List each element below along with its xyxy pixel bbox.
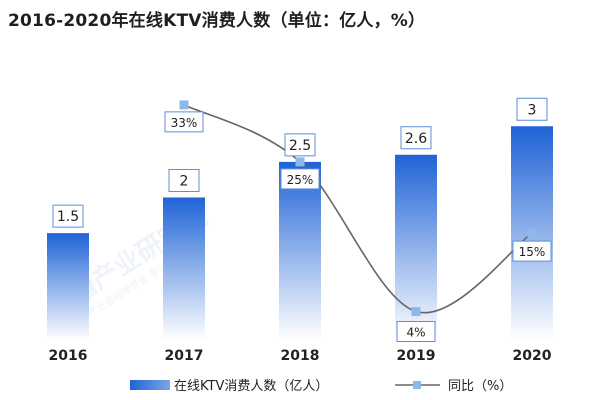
bar-value-label-2016: 1.5 [57, 209, 79, 225]
bar-2017 [163, 197, 205, 340]
line-value-label-2020: 15% [519, 245, 546, 259]
line-label-box-2017 [164, 111, 204, 133]
legend-line-marker [413, 381, 421, 389]
line-label-box-2018 [280, 168, 320, 190]
x-axis-ticks: 2016 2017 2018 2019 2020 [49, 348, 552, 364]
line-value-label-2017: 33% [171, 116, 198, 130]
line-marker-2017 [179, 100, 189, 110]
line-value-label-2018: 25% [287, 173, 314, 187]
line-marker-2020 [527, 228, 537, 238]
bar-value-label-2019: 2.6 [405, 131, 427, 147]
bar-value-label-2018: 2.5 [289, 138, 311, 154]
bar-label-box-2016 [52, 204, 84, 228]
bar-label-box-2018 [284, 133, 316, 157]
bars-layer [47, 126, 553, 340]
legend-line-label: 同比（%） [448, 379, 512, 394]
line-label-box-2020 [512, 240, 552, 262]
bar-value-label-2020: 3 [528, 102, 537, 118]
legend-bar-swatch [130, 380, 170, 390]
line-value-label-2019: 4% [406, 326, 425, 340]
bar-2018 [279, 161, 321, 340]
x-tick-2017: 2017 [165, 348, 204, 364]
bar-label-box-2020 [516, 97, 548, 121]
bar-label-box-2017 [168, 169, 200, 192]
x-tick-2020: 2020 [513, 348, 552, 364]
line-marker-2018 [295, 157, 305, 167]
line-series-yoy [183, 104, 533, 314]
x-tick-2016: 2016 [49, 348, 88, 364]
line-label-box-2019 [396, 321, 436, 342]
legend: 在线KTV消费人数（亿人） 同比（%） [130, 379, 512, 394]
labels-layer: 1.5 2 2.5 2.6 3 [52, 97, 548, 228]
line-layer: 33% 25% 4% 15% [164, 100, 552, 342]
bar-value-label-2017: 2 [180, 174, 189, 190]
chart-title: 2016-2020年在线KTV消费人数（单位：亿人，%） [8, 11, 426, 31]
x-tick-2018: 2018 [281, 348, 320, 364]
line-marker-2019 [411, 307, 421, 316]
bar-2016 [47, 233, 89, 340]
bar-label-box-2019 [400, 126, 432, 150]
x-tick-2019: 2019 [397, 348, 436, 364]
legend-bar-label: 在线KTV消费人数（亿人） [174, 379, 328, 394]
